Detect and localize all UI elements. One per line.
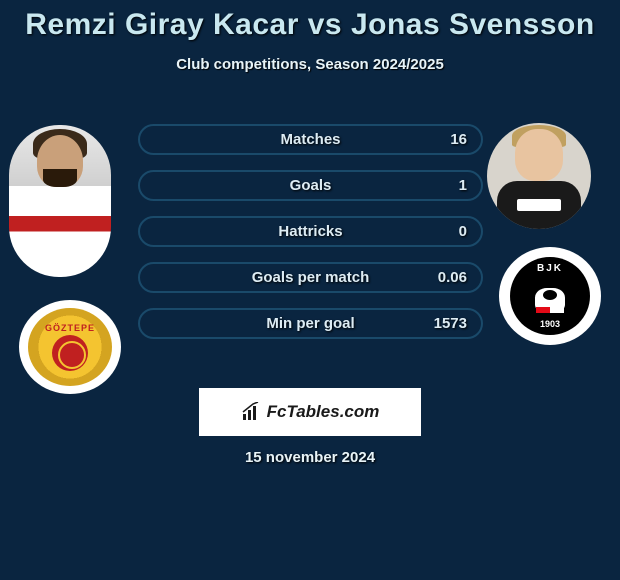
stat-value-right: 0.06 [438, 269, 467, 286]
footer-logo[interactable]: FcTables.com [199, 388, 421, 436]
page-subtitle: Club competitions, Season 2024/2025 [0, 56, 620, 73]
badge-outer: BJK 1903 [499, 247, 601, 345]
badge-ball-icon [52, 335, 88, 371]
stat-row-goals: Goals 1 [138, 170, 483, 201]
stat-label: Goals per match [252, 269, 370, 286]
badge-inner: BJK 1903 [510, 257, 590, 335]
club-left-badge: GÖZTEPE [19, 300, 121, 394]
main-container: Remzi Giray Kacar vs Jonas Svensson Club… [0, 0, 620, 580]
footer-date: 15 november 2024 [0, 449, 620, 466]
badge-inner: GÖZTEPE [28, 308, 112, 386]
stat-row-matches: Matches 16 [138, 124, 483, 155]
stat-label: Min per goal [266, 315, 354, 332]
stat-row-hattricks: Hattricks 0 [138, 216, 483, 247]
stat-label: Matches [280, 131, 340, 148]
stat-row-goals-per-match: Goals per match 0.06 [138, 262, 483, 293]
club-left-label: GÖZTEPE [45, 323, 95, 333]
footer-logo-text: FcTables.com [267, 402, 380, 422]
avatar-head [515, 129, 563, 181]
badge-outer: GÖZTEPE [19, 300, 121, 394]
flag-icon [536, 307, 564, 313]
chart-icon [241, 402, 261, 422]
stat-row-min-per-goal: Min per goal 1573 [138, 308, 483, 339]
stat-label: Hattricks [278, 223, 342, 240]
page-title: Remzi Giray Kacar vs Jonas Svensson [0, 8, 620, 42]
stat-label: Goals [290, 177, 332, 194]
stat-value-right: 1573 [434, 315, 467, 332]
avatar-sponsor [517, 199, 561, 211]
player-left-avatar [9, 125, 111, 277]
stat-value-right: 16 [450, 131, 467, 148]
club-right-year: 1903 [540, 319, 560, 329]
stat-value-right: 1 [459, 177, 467, 194]
player-right-avatar [487, 123, 591, 229]
stat-value-right: 0 [459, 223, 467, 240]
club-right-badge: BJK 1903 [499, 247, 601, 345]
club-right-label: BJK [537, 263, 563, 274]
stats-panel: Matches 16 Goals 1 Hattricks 0 Goals per… [138, 124, 483, 354]
avatar-beard [43, 169, 77, 187]
